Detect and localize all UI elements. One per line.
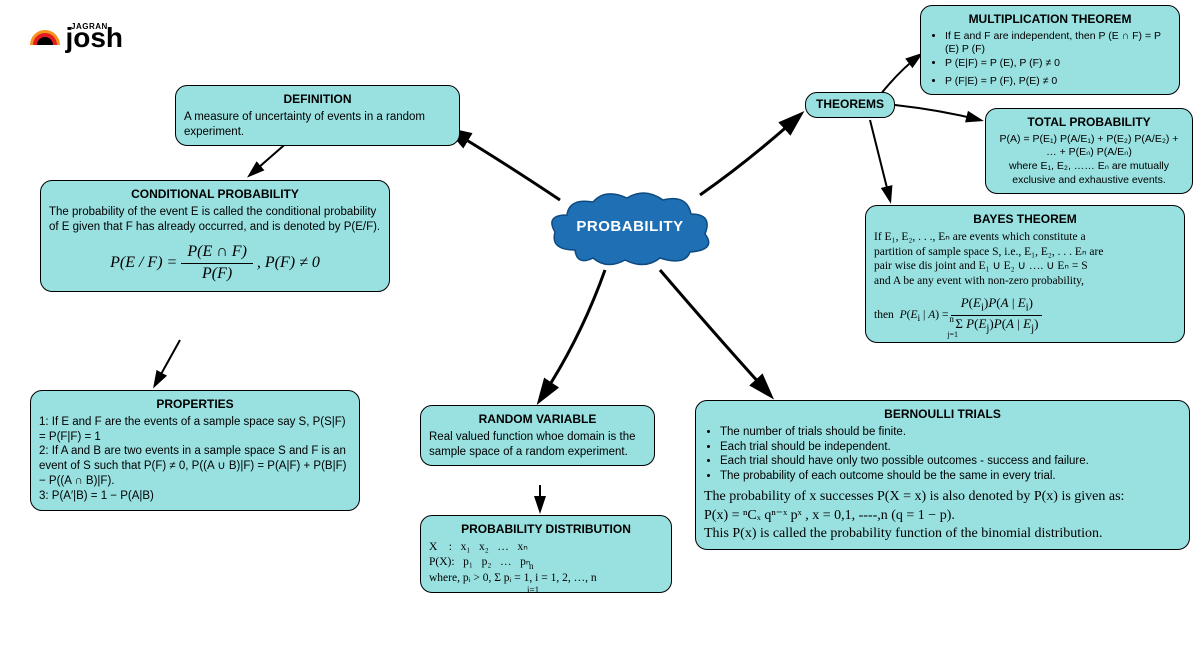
bernoulli-l2: P(x) = ⁿCₓ qⁿ⁻ˣ pˣ , x = 0,1, ----,n (q …: [704, 507, 1181, 525]
bernoulli-b4: The probability of each outcome should b…: [720, 469, 1181, 484]
box-properties: PROPERTIES 1: If E and F are the events …: [30, 390, 360, 511]
bernoulli-l1: The probability of x successes P(X = x) …: [704, 488, 1181, 506]
box-theorems: THEOREMS: [805, 92, 895, 118]
bayes-l2: partition of sample space S, i.e., E₁, E…: [874, 245, 1176, 260]
properties-p1: 1: If E and F are the events of a sample…: [39, 415, 351, 445]
box-bernoulli: BERNOULLI TRIALS The number of trials sh…: [695, 400, 1190, 550]
probdist-row3-wrap: where, pᵢ > 0, Σ pᵢ = 1, i = 1, 2, …, n …: [429, 571, 663, 586]
conditional-body: The probability of the event E is called…: [49, 205, 381, 235]
box-probdist: PROBABILITY DISTRIBUTION X : x₁ x₂ … xₙ …: [420, 515, 672, 593]
randomvar-body: Real valued function whoe domain is the …: [429, 430, 646, 460]
box-total: TOTAL PROBABILITY P(A) = P(E₁) P(A/E₁) +…: [985, 108, 1193, 194]
probdist-title: PROBABILITY DISTRIBUTION: [429, 522, 663, 538]
bayes-l1: If E₁, E₂, . . ., Eₙ are events which co…: [874, 230, 1176, 245]
mult-title: MULTIPLICATION THEOREM: [929, 12, 1171, 28]
mult-b3: P (F|E) = P (F), P(E) ≠ 0: [945, 75, 1171, 89]
properties-p2: 2: If A and B are two events in a sample…: [39, 444, 351, 489]
center-label: PROBABILITY: [560, 218, 700, 235]
probdist-sigma-bot: i=1: [527, 585, 539, 597]
probdist-row2: P(X): p₁ p₂ … pₙ: [429, 555, 663, 570]
conditional-title: CONDITIONAL PROBABILITY: [49, 187, 381, 203]
probdist-row1: X : x₁ x₂ … xₙ: [429, 540, 663, 555]
properties-p3: 3: P(A′|B) = 1 − P(A|B): [39, 489, 351, 504]
logo-subtext: JAGRAN: [71, 22, 108, 31]
bayes-formula: then P(Ei | A) = P(Ei)P(A | Ei) n Σ P(Ej…: [874, 295, 1176, 335]
properties-title: PROPERTIES: [39, 397, 351, 413]
bayes-l3: pair wise dis joint and E₁ ∪ E₂ ∪ …. ∪ E…: [874, 259, 1176, 274]
total-title: TOTAL PROBABILITY: [994, 115, 1184, 131]
bernoulli-l3: This P(x) is called the probability func…: [704, 525, 1181, 543]
box-mult: MULTIPLICATION THEOREM If E and F are in…: [920, 5, 1180, 95]
mult-b2: P (E|F) = P (E), P (F) ≠ 0: [945, 57, 1171, 71]
bernoulli-title: BERNOULLI TRIALS: [704, 407, 1181, 423]
theorems-title: THEOREMS: [812, 97, 888, 113]
total-l2: where E₁, E₂, …… Eₙ are mutually exclusi…: [994, 160, 1184, 187]
probdist-sigma-top: n: [529, 561, 534, 573]
box-definition: DEFINITION A measure of uncertainty of e…: [175, 85, 460, 146]
bernoulli-b2: Each trial should be independent.: [720, 440, 1181, 455]
box-bayes: BAYES THEOREM If E₁, E₂, . . ., Eₙ are e…: [865, 205, 1185, 343]
randomvar-title: RANDOM VARIABLE: [429, 412, 646, 428]
bayes-title: BAYES THEOREM: [874, 212, 1176, 228]
definition-title: DEFINITION: [184, 92, 451, 108]
conditional-formula: P(E / F) = P(E ∩ F) P(F) , P(F) ≠ 0: [49, 242, 381, 285]
mult-b1: If E and F are independent, then P (E ∩ …: [945, 30, 1171, 57]
logo-icon: [25, 20, 65, 55]
probdist-row3: where, pᵢ > 0, Σ pᵢ = 1, i = 1, 2, …, n: [429, 572, 597, 584]
definition-body: A measure of uncertainty of events in a …: [184, 110, 451, 140]
box-randomvar: RANDOM VARIABLE Real valued function who…: [420, 405, 655, 466]
box-conditional: CONDITIONAL PROBABILITY The probability …: [40, 180, 390, 292]
bayes-l4: and A be any event with non-zero probabi…: [874, 274, 1176, 289]
brand-logo: JAGRAN josh: [25, 20, 123, 55]
total-l1: P(A) = P(E₁) P(A/E₁) + P(E₂) P(A/E₂) + ……: [994, 133, 1184, 160]
bernoulli-b3: Each trial should have only two possible…: [720, 454, 1181, 469]
bernoulli-b1: The number of trials should be finite.: [720, 425, 1181, 440]
